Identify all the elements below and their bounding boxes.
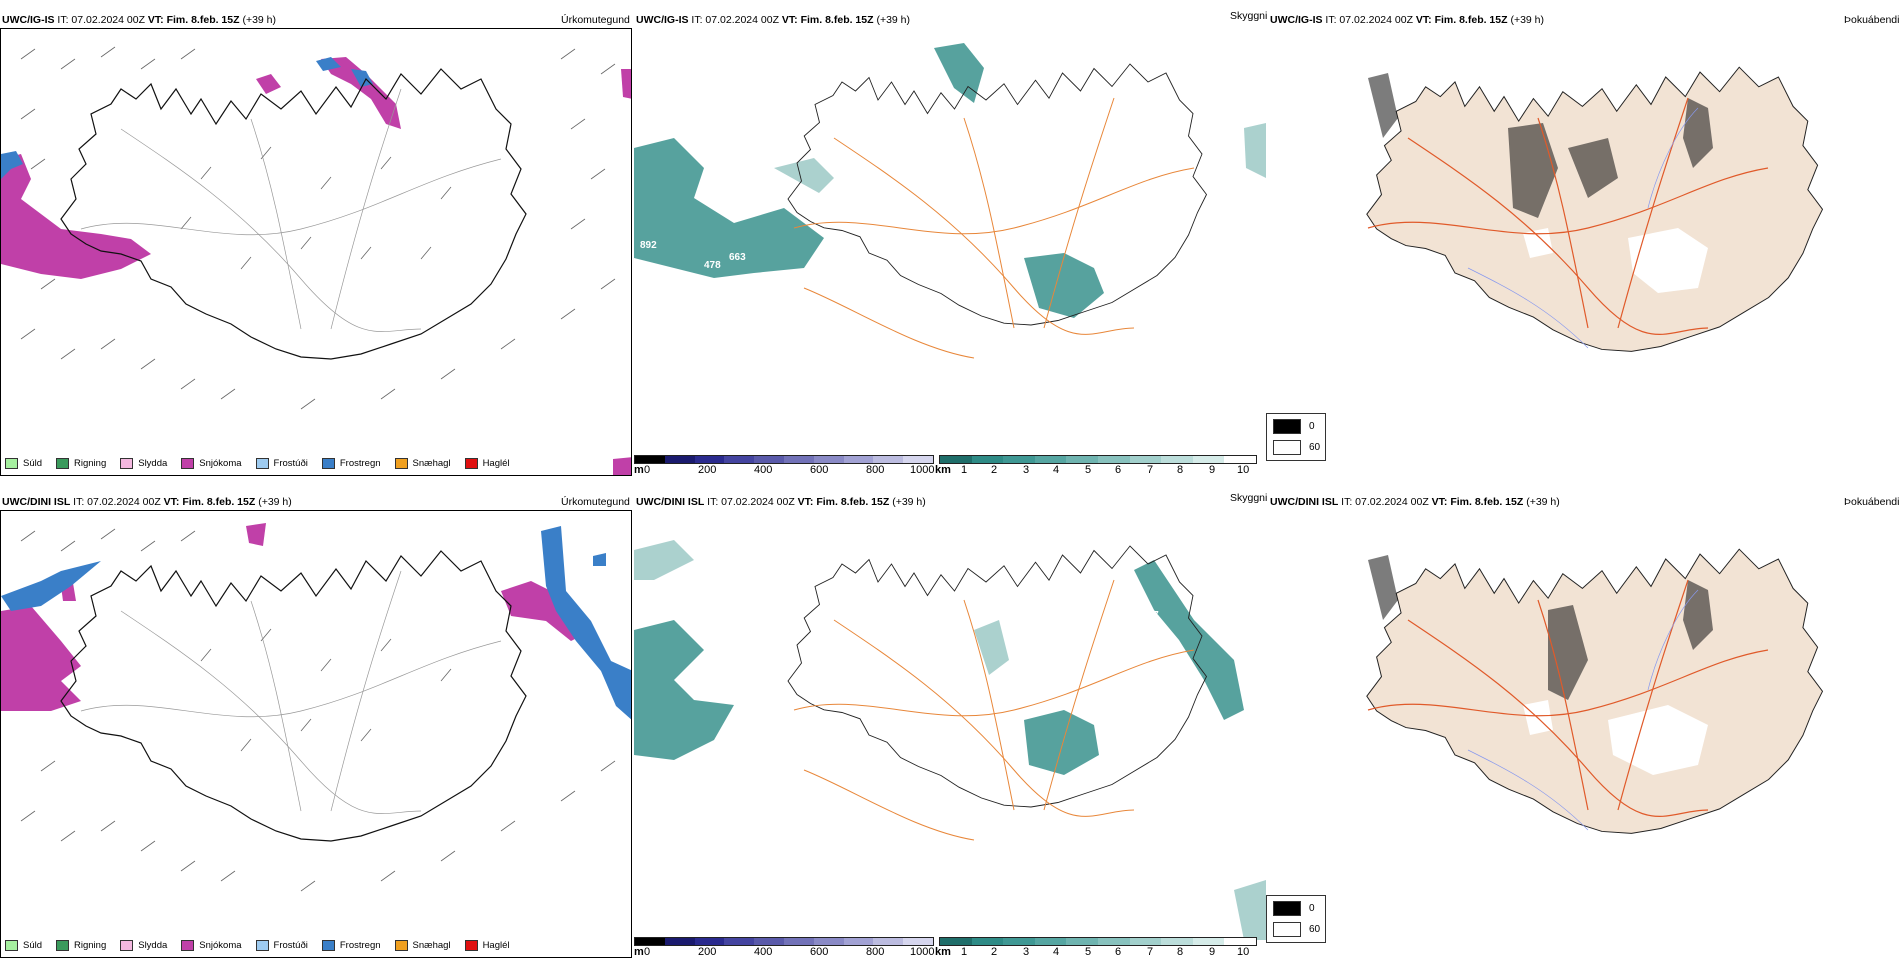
legend-item: Snæhagl: [394, 940, 451, 951]
legend-item: Haglél: [464, 940, 510, 951]
panel-title: Úrkomutegund: [561, 14, 630, 26]
fog-white-areas: [1523, 228, 1708, 293]
fog-index-map: [1268, 510, 1900, 958]
vis-value-label: 892: [640, 240, 657, 251]
precip-type-panel-2: UWC/DINI ISL IT: 07.02.2024 00Z VT: Fim.…: [0, 496, 634, 958]
legend-item: Frostregn: [321, 458, 381, 469]
legend-item: Súld: [5, 940, 42, 951]
visibility-panel-2: UWC/DINI ISL IT: 07.02.2024 00Z VT: Fim.…: [634, 492, 1268, 958]
vis-value-label: 406: [1114, 734, 1131, 745]
panel-title: Þokuábendi: [1844, 14, 1900, 26]
vis-value-label: 0: [719, 627, 725, 638]
precip-legend: Súld Rigning Slydda Snjókoma Frostúði Fr…: [5, 458, 510, 469]
legend-item: Slydda: [120, 458, 167, 469]
legend-item: Rigning: [56, 458, 106, 469]
freezing-rain-areas: [1, 526, 631, 720]
legend-item: Slydda: [120, 940, 167, 951]
panel-header: UWC/IG-IS IT: 07.02.2024 00Z VT: Fim. 8.…: [636, 14, 911, 26]
panel-title: Skyggni: [1230, 492, 1268, 504]
vis-value-label: 717: [1142, 610, 1159, 621]
vis-value-label: 972: [640, 602, 657, 613]
visibility-map: 972 717 406 0 68: [634, 510, 1266, 958]
wind-barbs: [20, 46, 616, 410]
panel-header: UWC/DINI ISL IT: 07.02.2024 00Z VT: Fim.…: [636, 496, 926, 508]
snow-areas: [1, 57, 631, 475]
precip-type-panel-1: UWC/IG-IS IT: 07.02.2024 00Z VT: Fim. 8.…: [0, 14, 634, 476]
visibility-colorbar-km: km 1 2 3 4 5 6 7 8 9 10: [935, 455, 1257, 478]
panel-header: UWC/IG-IS IT: 07.02.2024 00Z VT: Fim. 8.…: [1270, 14, 1545, 26]
legend-item: Snæhagl: [394, 458, 451, 469]
legend-item: Snjókoma: [181, 940, 242, 951]
fog-legend-1: 0 60: [1266, 413, 1326, 461]
snow-areas: [1, 523, 591, 711]
visibility-colorbar-m: m 0 200 400 600 800 1000: [634, 937, 934, 960]
panel-title: Þokuábendi: [1844, 496, 1900, 508]
legend-item: Rigning: [56, 940, 106, 951]
fog-index-panel-1: UWC/IG-IS IT: 07.02.2024 00Z VT: Fim. 8.…: [1268, 14, 1900, 474]
low-visibility-areas: [634, 43, 1266, 318]
panel-header: UWC/IG-IS IT: 07.02.2024 00Z VT: Fim. 8.…: [2, 14, 277, 26]
road-network: [793, 97, 1195, 359]
vis-value-label: 10: [704, 185, 716, 196]
vis-value-label: 68: [964, 687, 976, 698]
visibility-labels: 892 478 663 10: [640, 185, 746, 271]
low-visibility-areas: [634, 540, 1266, 940]
visibility-colorbar-m: m 0 200 400 600 800 1000: [634, 455, 934, 478]
panel-header: UWC/DINI ISL IT: 07.02.2024 00Z VT: Fim.…: [1270, 496, 1560, 508]
freezing-rain-areas: [1, 57, 373, 179]
road-network: [793, 579, 1195, 841]
fog-dark-areas: [1368, 555, 1713, 700]
visibility-map: 892 478 663 10: [634, 28, 1266, 476]
legend-item: Frostregn: [321, 940, 381, 951]
legend-item: Snjókoma: [181, 458, 242, 469]
precip-type-map: Súld Rigning Slydda Snjókoma Frostúði Fr…: [0, 510, 632, 958]
river-lines: [1467, 589, 1699, 831]
legend-item: Frostúði: [255, 940, 308, 951]
panel-header: UWC/DINI ISL IT: 07.02.2024 00Z VT: Fim.…: [2, 496, 292, 508]
legend-item: Haglél: [464, 458, 510, 469]
fog-road-network: [1367, 97, 1769, 335]
river-lines: [1467, 107, 1699, 349]
panel-title: Skyggni: [1230, 10, 1268, 22]
visibility-labels: 972 717 406 0 68: [640, 602, 1159, 745]
visibility-panel-1: UWC/IG-IS IT: 07.02.2024 00Z VT: Fim. 8.…: [634, 10, 1268, 476]
fog-index-panel-2: UWC/DINI ISL IT: 07.02.2024 00Z VT: Fim.…: [1268, 496, 1900, 956]
precip-legend: Súld Rigning Slydda Snjókoma Frostúði Fr…: [5, 940, 510, 951]
visibility-colorbar-km: km 1 2 3 4 5 6 7 8 9 10: [935, 937, 1257, 960]
vis-value-label: 663: [729, 252, 746, 263]
precip-type-map: Súld Rigning Slydda Snjókoma Frostúði Fr…: [0, 28, 632, 476]
fog-dark-areas: [1368, 73, 1713, 218]
panel-title: Úrkomutegund: [561, 496, 630, 508]
fog-road-network: [1367, 579, 1769, 817]
legend-item: Frostúði: [255, 458, 308, 469]
road-lines: [80, 88, 502, 332]
vis-value-label: 478: [704, 260, 721, 271]
fog-legend-2: 0 60: [1266, 895, 1326, 943]
fog-index-map: [1268, 28, 1900, 476]
legend-item: Súld: [5, 458, 42, 469]
road-lines: [80, 570, 502, 814]
